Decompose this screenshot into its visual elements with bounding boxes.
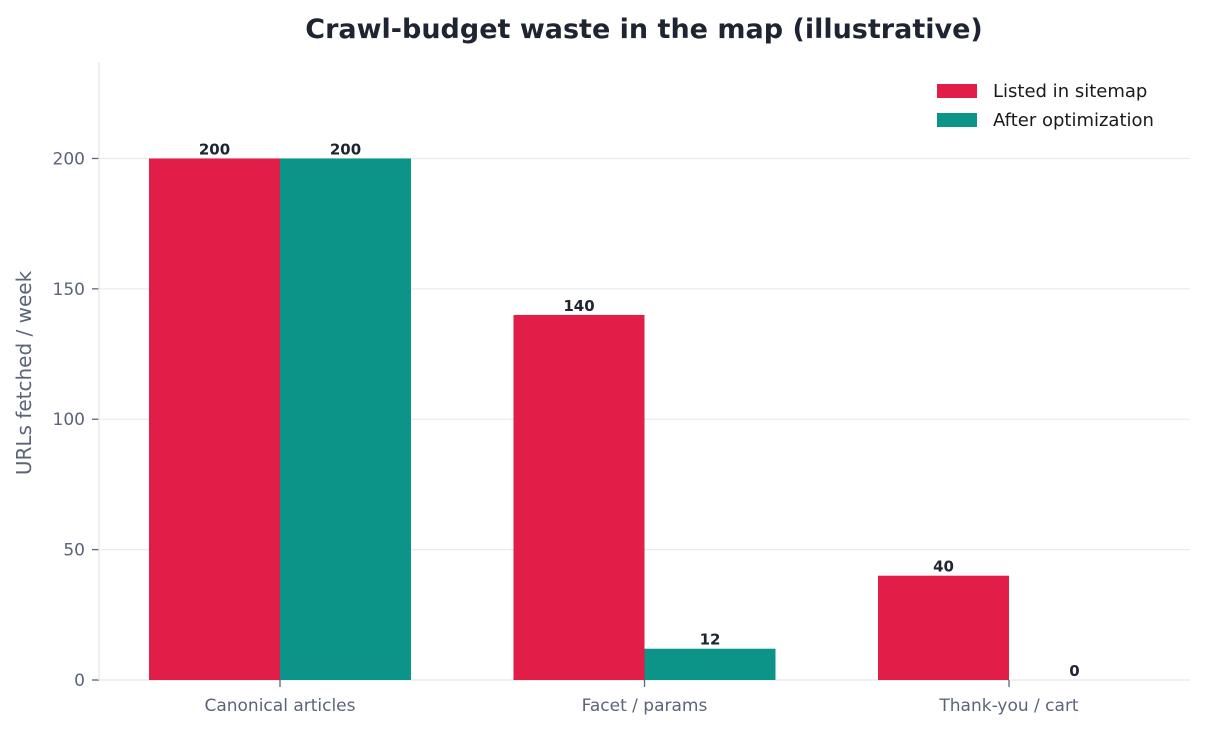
y-tick-label: 150: [53, 280, 85, 300]
bars: [149, 158, 1009, 680]
y-tick-label: 100: [53, 410, 85, 430]
x-tick-label: Canonical articles: [204, 696, 355, 716]
legend-swatch: [937, 113, 977, 127]
y-tick-label: 0: [74, 671, 85, 691]
bar: [513, 314, 645, 680]
y-tick-label: 50: [63, 541, 85, 561]
bar-value-label: 0: [1069, 662, 1079, 680]
data-labels: 200 200 140 12 40 0: [199, 140, 1080, 680]
legend-label: Listed in sitemap: [993, 81, 1147, 102]
bar: [280, 158, 411, 680]
y-tick-label: 200: [53, 149, 85, 169]
bar-value-label: 12: [700, 631, 721, 649]
legend-swatch: [937, 84, 977, 98]
bar: [644, 648, 776, 680]
bar: [878, 575, 1009, 680]
legend: Listed in sitemap After optimization: [937, 81, 1154, 131]
x-tick-label: Thank-you / cart: [938, 696, 1079, 716]
chart-title: Crawl-budget waste in the map (illustrat…: [305, 14, 982, 45]
x-tick-label: Facet / params: [582, 696, 708, 716]
bar-value-label: 200: [330, 140, 361, 158]
bar: [149, 158, 280, 680]
legend-label: After optimization: [993, 110, 1154, 131]
bar-value-label: 200: [199, 140, 230, 158]
bar-value-label: 140: [563, 297, 594, 315]
bar-value-label: 40: [933, 558, 954, 576]
y-axis-label: URLs fetched / week: [12, 270, 36, 475]
